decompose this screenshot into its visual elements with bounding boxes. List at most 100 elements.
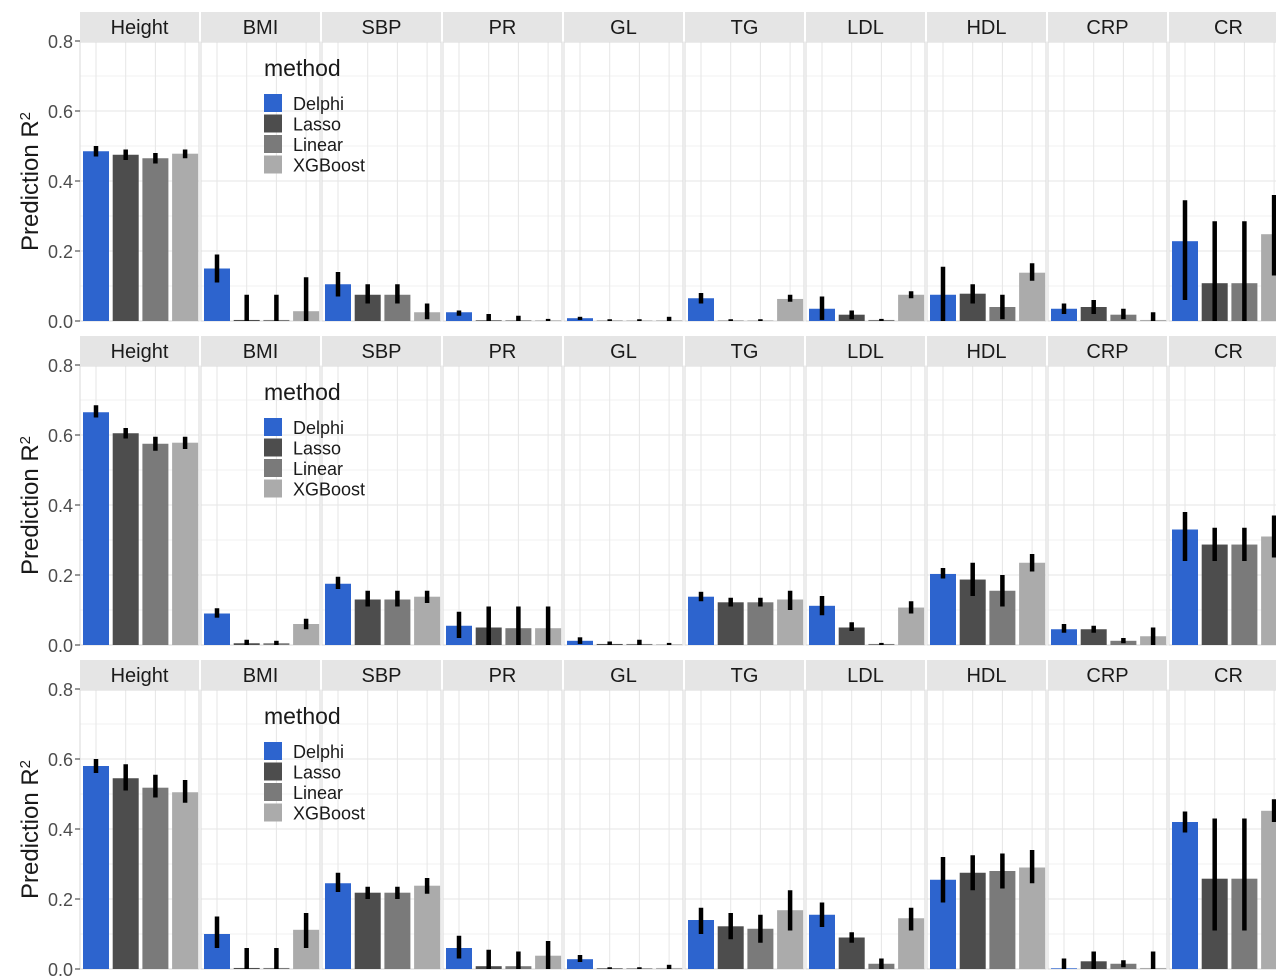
facet-strip-label: GL (610, 17, 637, 39)
facet-strip (201, 660, 320, 690)
facet-strip (685, 12, 804, 42)
bar-delphi (325, 883, 351, 969)
legend-label: XGBoost (293, 804, 365, 824)
facet-strip-label: PR (489, 17, 517, 39)
legend-title: method (264, 703, 341, 729)
y-axis-title-superscript: 2 (17, 760, 34, 768)
bar-delphi (567, 959, 593, 969)
bar-linear (142, 787, 169, 969)
legend-key-xgboost (264, 155, 282, 174)
bar-delphi (83, 766, 109, 969)
bar-xgboost (777, 298, 804, 321)
y-tick-label: 0.2 (48, 242, 73, 262)
bar-lasso (1080, 629, 1107, 645)
y-axis-title: Prediction R2 (17, 112, 45, 251)
legend-title: method (264, 55, 341, 81)
facet-strip (1048, 660, 1167, 690)
facet-strip-label: BMI (243, 665, 279, 687)
legend-key-xgboost (264, 803, 282, 822)
bar-delphi (930, 573, 956, 645)
y-tick-label: 0.8 (48, 680, 73, 700)
y-tick-label: 0.8 (48, 356, 73, 376)
legend-key-delphi (264, 742, 282, 760)
y-axis-title-superscript: 2 (17, 112, 34, 120)
facet-strip-label: TG (731, 665, 759, 687)
facet-strip (564, 336, 683, 366)
y-tick-label: 0.4 (48, 496, 73, 516)
y-tick-label: 0.6 (48, 102, 73, 122)
y-tick-label: 0.0 (48, 636, 73, 656)
legend-key-lasso (264, 114, 282, 133)
facet-strip-label: CRP (1086, 17, 1128, 39)
facet-strip (1169, 12, 1276, 42)
legend-key-linear (264, 459, 282, 477)
facet-strip-label: SBP (361, 17, 401, 39)
legend-key-lasso (264, 438, 282, 457)
bar-linear (142, 443, 169, 645)
bar-lasso (354, 599, 381, 645)
bar-linear (384, 892, 411, 969)
y-tick-label: 0.4 (48, 820, 73, 840)
facet-strip (201, 336, 320, 366)
legend-label: XGBoost (293, 156, 365, 176)
facet-strip-label: BMI (243, 17, 279, 39)
facet-strip (927, 336, 1046, 366)
facet-strip-label: SBP (361, 665, 401, 687)
bar-delphi (83, 151, 109, 321)
bar-xgboost (1019, 562, 1046, 645)
bar-delphi (83, 412, 109, 645)
legend-key-linear (264, 783, 282, 801)
facet-strip-label: Height (111, 341, 169, 363)
facet-strip (685, 660, 804, 690)
legend-title: method (264, 379, 341, 405)
bar-xgboost (172, 442, 199, 645)
bar-lasso (112, 778, 139, 969)
y-tick-label: 0.2 (48, 566, 73, 586)
facet-strip-label: SBP (361, 341, 401, 363)
facet-strip-label: CRP (1086, 341, 1128, 363)
y-axis-title: Prediction R2 (17, 436, 45, 575)
facet-strip (1048, 12, 1167, 42)
bar-delphi (1172, 822, 1198, 969)
bar-lasso (354, 892, 381, 969)
y-tick-label: 0.0 (48, 960, 73, 976)
facet-strip-label: TG (731, 341, 759, 363)
bar-delphi (325, 583, 351, 645)
facet-strip-label: HDL (966, 341, 1006, 363)
bar-delphi (204, 613, 230, 645)
facet-strip (80, 336, 199, 366)
facet-strip-label: HDL (966, 665, 1006, 687)
bar-xgboost (172, 792, 199, 969)
facet-strip (80, 660, 199, 690)
facet-strip-label: HDL (966, 17, 1006, 39)
bar-linear (1231, 544, 1258, 645)
legend-key-xgboost (264, 479, 282, 498)
legend-label: XGBoost (293, 480, 365, 500)
bar-lasso (838, 627, 865, 645)
facet-strip-label: CR (1214, 17, 1243, 39)
legend-label: Linear (293, 135, 343, 155)
facet-strip-label: LDL (847, 341, 884, 363)
bar-delphi (1051, 308, 1077, 321)
facet-strip (806, 12, 925, 42)
facet-strip (322, 12, 441, 42)
facet-strip-label: CR (1214, 341, 1243, 363)
facet-strip-label: GL (610, 341, 637, 363)
bar-delphi (688, 298, 714, 321)
facet-strip (80, 12, 199, 42)
bar-xgboost (1261, 810, 1276, 969)
facet-strip-label: PR (489, 665, 517, 687)
legend-label: Delphi (293, 418, 344, 438)
facet-strip-label: LDL (847, 665, 884, 687)
bar-lasso (1201, 544, 1228, 645)
legend-label: Delphi (293, 742, 344, 762)
facet-strip-label: GL (610, 665, 637, 687)
bar-xgboost (414, 596, 441, 645)
bar-linear (384, 599, 411, 645)
y-tick-label: 0.6 (48, 750, 73, 770)
facet-strip (806, 660, 925, 690)
legend-label: Lasso (293, 115, 341, 135)
legend-label: Linear (293, 459, 343, 479)
facet-strip (443, 336, 562, 366)
